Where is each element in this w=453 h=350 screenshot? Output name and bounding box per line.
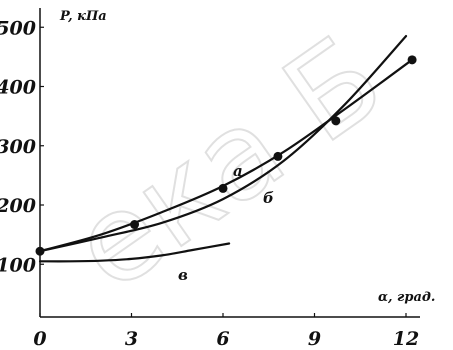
data-point: [331, 116, 341, 126]
x-tick-label: 3: [125, 328, 138, 350]
x-tick-label: 0: [33, 328, 46, 350]
x-tick-label: 6: [216, 328, 229, 350]
curve-label-v: в: [178, 266, 188, 284]
markers: [35, 55, 417, 256]
data-point: [273, 151, 283, 161]
y-tick-label: 500: [0, 17, 36, 39]
data-point: [407, 55, 417, 65]
data-point: [35, 246, 45, 256]
tick-labels: 0 3 6 9 12 100 200 300 400 500: [0, 17, 419, 350]
data-point: [130, 220, 140, 230]
curve-label-a: а: [233, 162, 243, 180]
series-b-line: [38, 35, 408, 253]
data-point: [218, 183, 228, 193]
x-tick-label: 12: [393, 328, 419, 350]
y-tick-label: 100: [0, 254, 36, 276]
x-tick-label: 9: [308, 328, 321, 350]
y-tick-label: 200: [0, 195, 36, 217]
y-tick-label: 400: [0, 77, 36, 99]
axes: [39, 8, 420, 318]
y-axis-title: P, кПа: [59, 9, 107, 24]
curve-label-b: б: [263, 189, 274, 207]
y-tick-label: 300: [0, 136, 36, 158]
series-v-line: [38, 242, 231, 263]
watermark: ека Б: [49, 9, 407, 318]
x-axis-title: α, град.: [378, 290, 435, 305]
